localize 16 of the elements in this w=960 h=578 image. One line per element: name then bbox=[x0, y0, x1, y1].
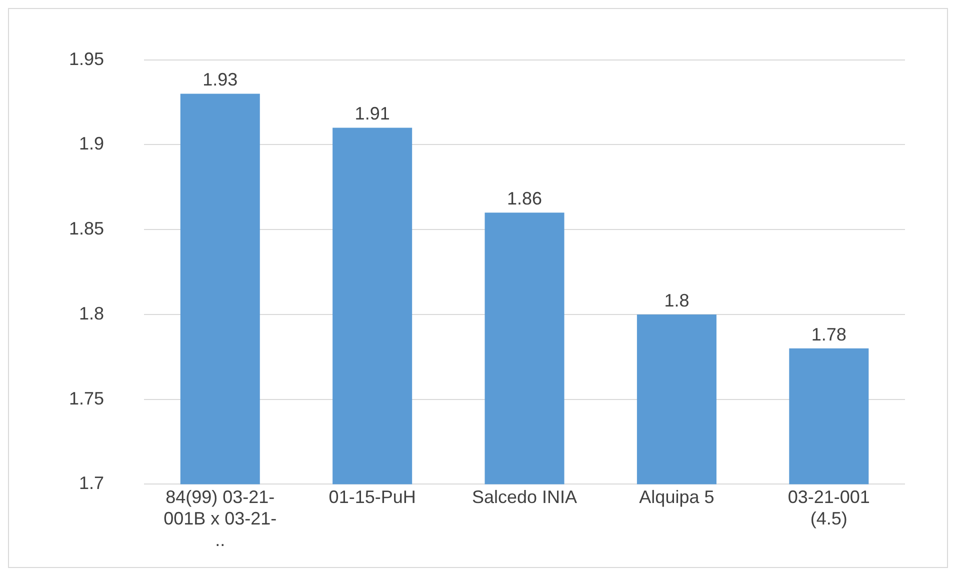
data-label: 1.93 bbox=[202, 70, 238, 90]
y-tick-label: 1.75 bbox=[68, 388, 104, 408]
data-label: 1.86 bbox=[506, 188, 542, 209]
y-tick-label: 1.7 bbox=[79, 473, 104, 494]
y-tick-label: 1.85 bbox=[68, 218, 104, 239]
x-tick-label: 03-21-001 (4.5) bbox=[788, 486, 870, 529]
data-label: 1.8 bbox=[664, 290, 690, 310]
y-tick-label: 1.8 bbox=[79, 303, 104, 324]
data-label: 1.78 bbox=[811, 324, 846, 344]
x-tick-label: 84(99) 03-21-001B x 03-21-.. bbox=[164, 486, 277, 550]
data-label: 1.91 bbox=[354, 104, 390, 124]
x-tick-label: Salcedo INIA bbox=[472, 486, 578, 507]
x-tick-label: 01-15-PuH bbox=[328, 486, 416, 507]
x-tick-label: Alquipa 5 bbox=[639, 486, 714, 507]
y-tick-label: 1.95 bbox=[68, 48, 104, 69]
y-tick-label: 1.9 bbox=[79, 134, 104, 154]
